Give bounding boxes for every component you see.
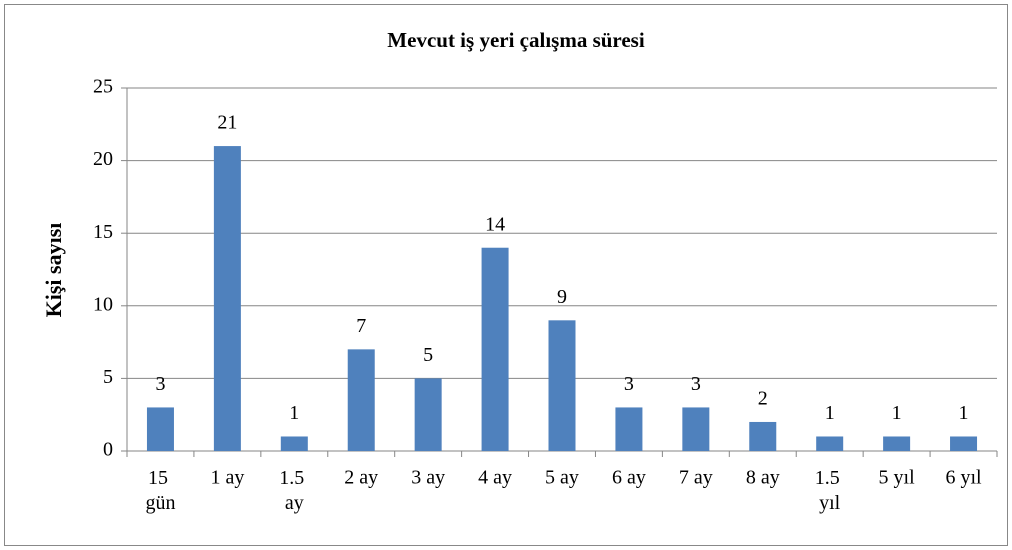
bar [146, 407, 174, 451]
bar [347, 349, 375, 451]
data-label: 14 [485, 213, 505, 235]
x-tick-label: 4 ay [478, 467, 512, 489]
x-tick-label: 15 gün [145, 467, 175, 514]
data-label: 3 [624, 373, 634, 395]
chart-title: Mevcut iş yeri çalışma süresi [387, 28, 645, 52]
y-tick-label: 20 [93, 148, 113, 170]
x-tick-label: 2 ay [344, 467, 378, 489]
data-label: 2 [758, 388, 768, 410]
bar [615, 407, 643, 451]
x-tick-label: 1.5 yıl [815, 467, 845, 514]
y-tick-label: 5 [103, 366, 113, 388]
data-label: 5 [423, 344, 433, 366]
bar [950, 436, 978, 451]
bar [548, 320, 576, 451]
x-tick-label: 8 ay [746, 467, 780, 489]
data-label: 1 [959, 402, 969, 424]
bar [883, 436, 911, 451]
bar [280, 436, 308, 451]
data-label: 3 [155, 373, 165, 395]
data-label: 7 [356, 315, 366, 337]
bar [414, 378, 442, 451]
x-tick-label: 1 ay [210, 467, 244, 489]
data-label: 21 [217, 112, 237, 134]
y-tick-label: 25 [93, 76, 113, 98]
data-label: 1 [825, 402, 835, 424]
data-label: 1 [892, 402, 902, 424]
data-label: 3 [691, 373, 701, 395]
x-tick-label: 1.5 ay [279, 467, 309, 514]
y-axis-label: Kişi sayısı [41, 223, 66, 318]
bar [481, 247, 509, 451]
bar [682, 407, 710, 451]
y-tick-label: 15 [93, 221, 113, 243]
x-tick-label: 6 ay [612, 467, 646, 489]
x-tick-label: 6 yıl [945, 467, 982, 489]
y-tick-label: 10 [93, 293, 113, 315]
data-label: 9 [557, 286, 567, 308]
x-tick-label: 5 ay [545, 467, 579, 489]
y-tick-label: 0 [103, 439, 113, 461]
x-tick-label: 3 ay [411, 467, 445, 489]
bar [816, 436, 844, 451]
x-tick-label: 5 yıl [879, 467, 916, 489]
x-tick-label: 7 ay [679, 467, 713, 489]
bar [213, 146, 241, 451]
data-label: 1 [289, 402, 299, 424]
bar [749, 421, 777, 451]
